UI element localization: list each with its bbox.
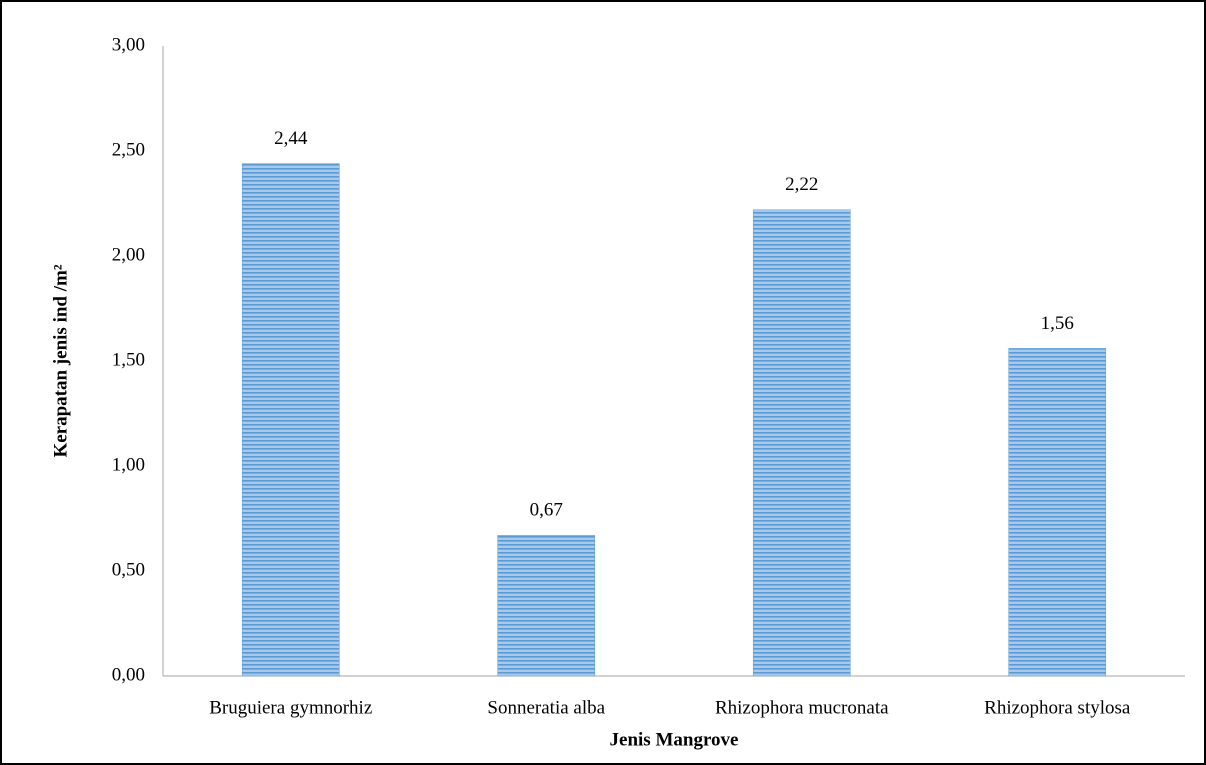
bar [1008,348,1107,677]
bar [752,209,851,677]
y-tick-label: 1,00 [112,454,145,475]
y-tick-label: 2,50 [112,139,145,160]
y-tick-label: 0,00 [112,664,145,685]
value-label: 1,56 [1041,313,1074,334]
y-tick-label: 0,50 [112,559,145,580]
value-label: 2,22 [785,174,818,195]
x-tick-label: Rhizophora stylosa [984,697,1131,718]
value-label: 2,44 [274,128,308,149]
y-tick-label: 2,00 [112,244,145,265]
y-tick-label: 1,50 [112,349,145,370]
y-axis-label: Kerapatan jenis ind /m² [50,264,71,457]
x-axis-label: Jenis Mangrove [610,729,739,750]
bar [241,163,340,677]
x-tick-label: Sonneratia alba [487,697,605,718]
y-tick-label: 3,00 [112,34,145,55]
value-label: 0,67 [530,500,563,521]
bar [497,535,596,677]
x-tick-label: Bruguiera gymnorhiz [209,697,372,718]
x-tick-label: Rhizophora mucronata [715,697,889,718]
